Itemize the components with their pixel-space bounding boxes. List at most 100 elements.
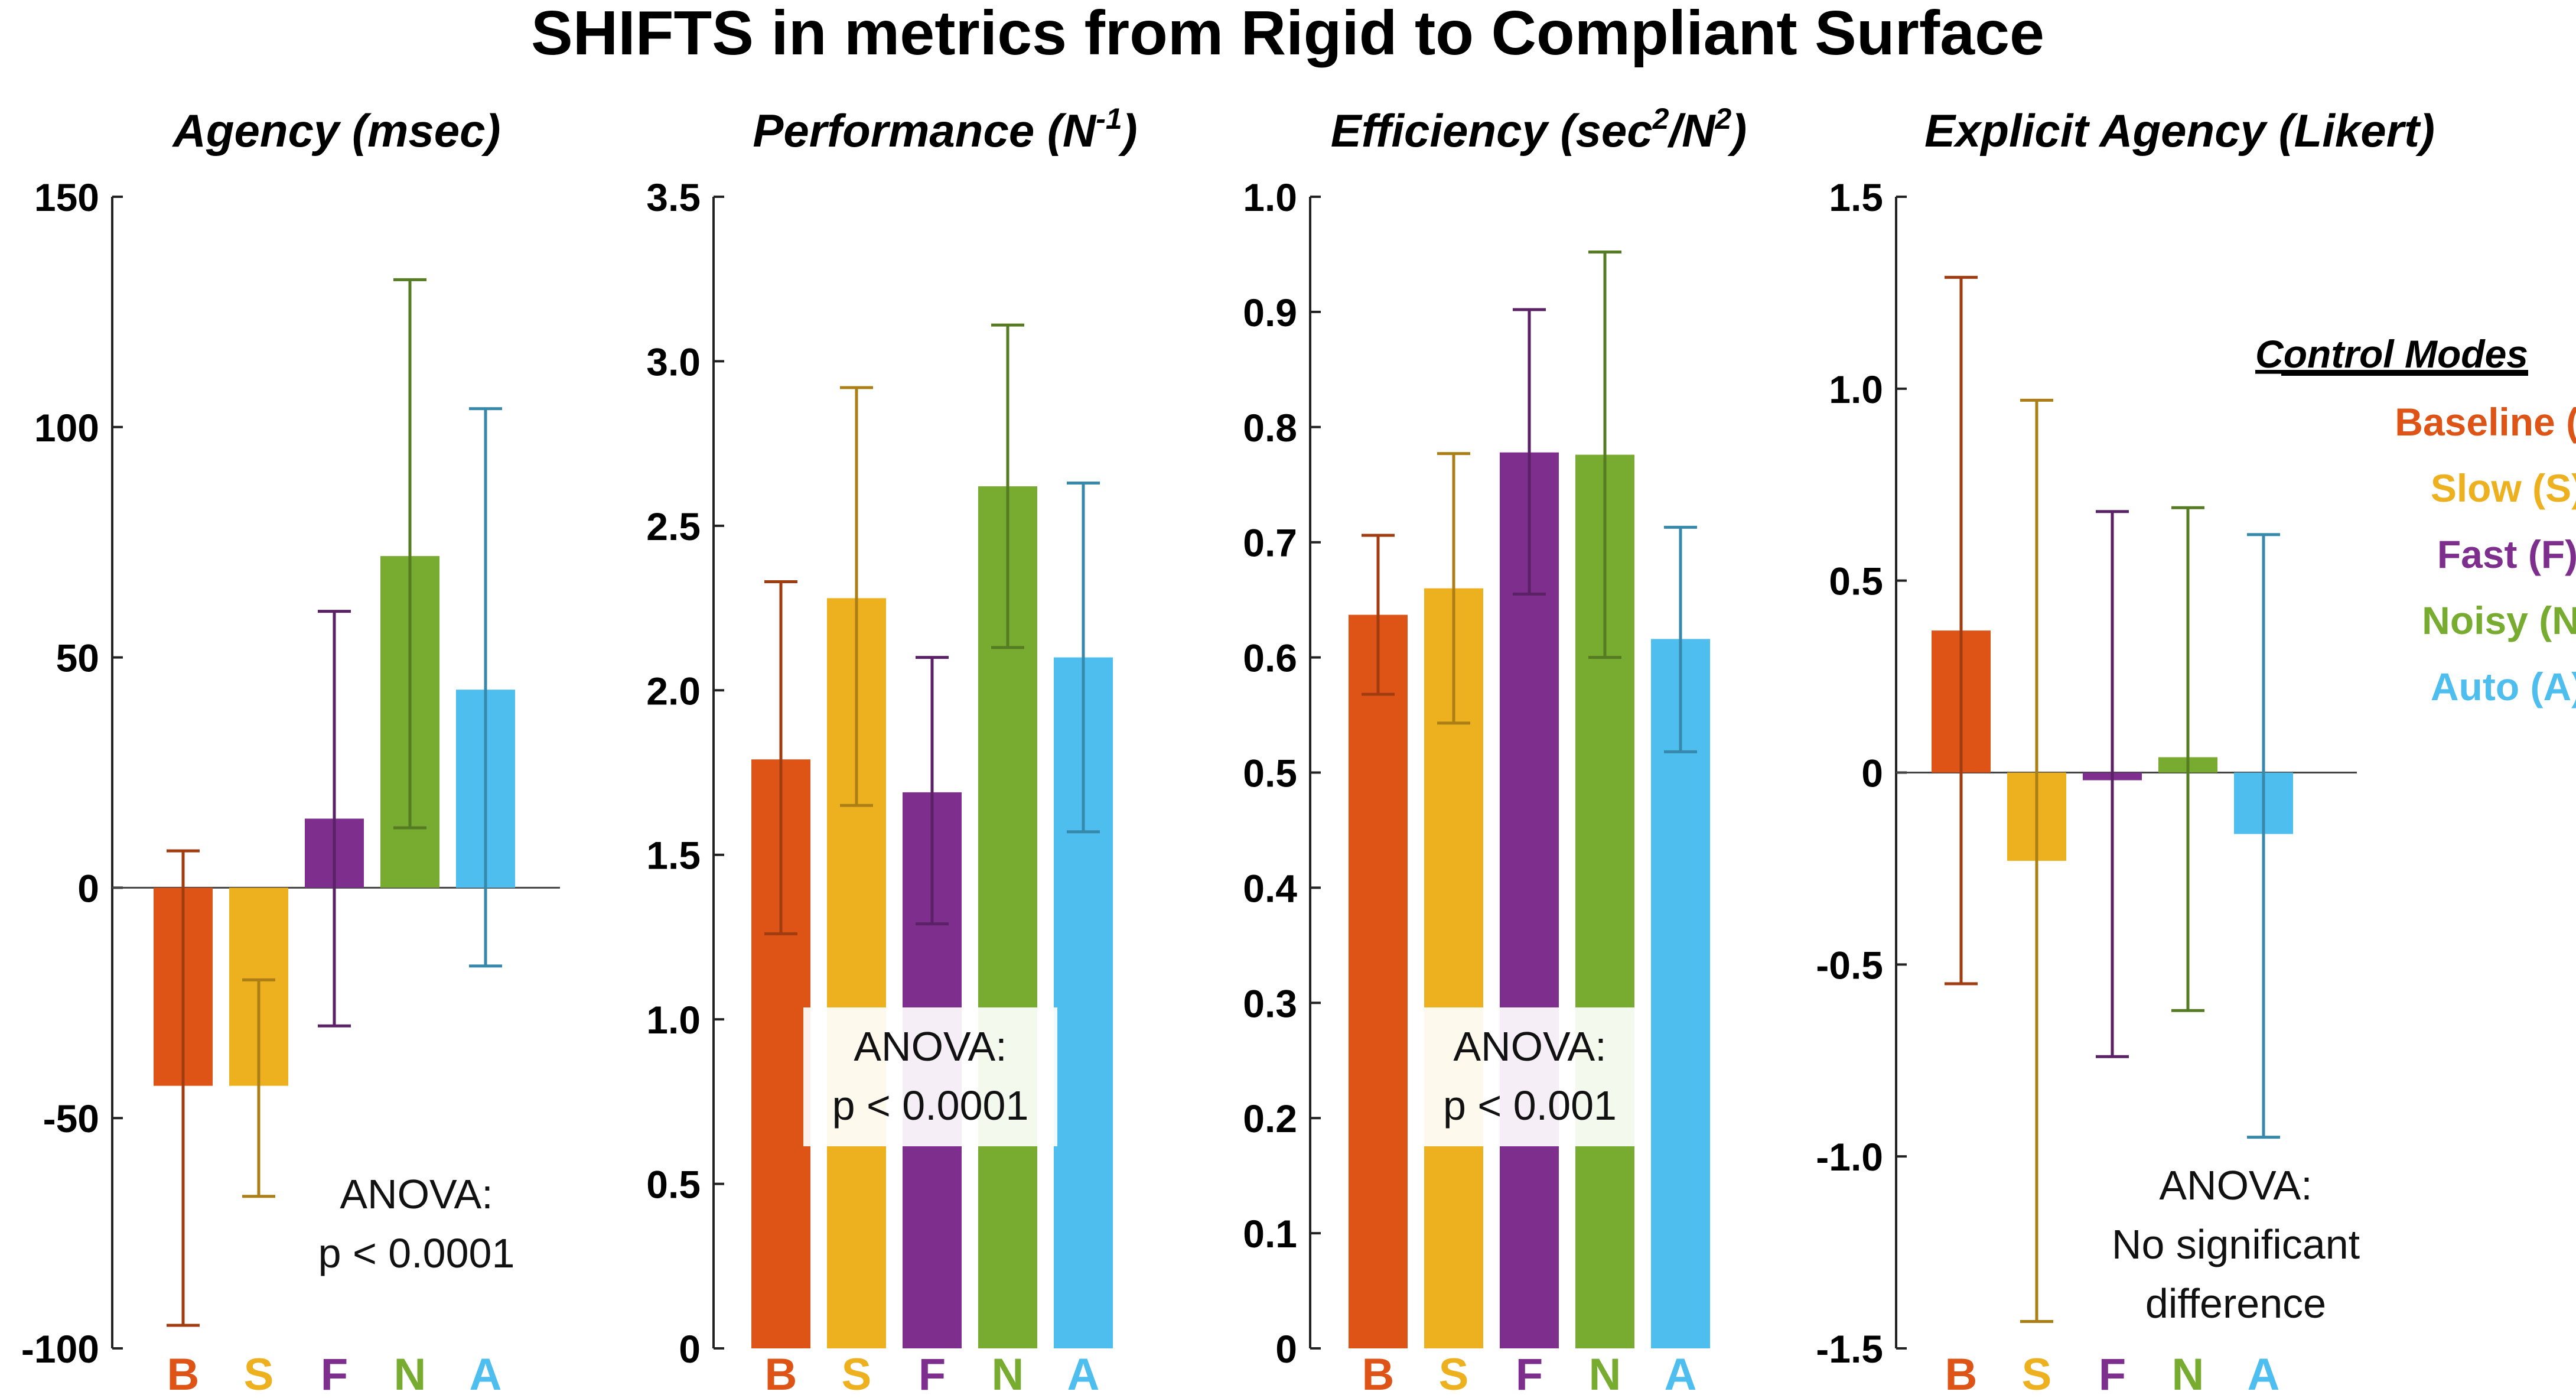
y-tick-label: 1.0 bbox=[1243, 175, 1297, 219]
anova-text: p < 0.0001 bbox=[318, 1230, 515, 1276]
y-tick-label: -0.5 bbox=[1816, 943, 1883, 987]
category-label-B: B bbox=[1362, 1350, 1395, 1398]
y-tick-label: 0.6 bbox=[1243, 636, 1297, 680]
y-tick-label: 50 bbox=[56, 636, 99, 680]
y-tick-label: 1.5 bbox=[646, 834, 701, 877]
error-bar-B bbox=[1362, 534, 1395, 696]
error-bar-B bbox=[764, 580, 797, 935]
chart-panel-3: Efficiency (sec2/N2) 0 0.1 0.2 0.3 0.4 0.5 0.6 0… bbox=[1243, 102, 1747, 1398]
y-tick-label: 0.2 bbox=[1243, 1097, 1297, 1140]
y-tick-label: 1.0 bbox=[646, 998, 701, 1042]
anova-box bbox=[1424, 1007, 1636, 1146]
y-tick-label: 1.0 bbox=[1829, 368, 1883, 411]
category-label-N: N bbox=[394, 1350, 426, 1398]
error-bar-A bbox=[469, 407, 502, 968]
bar-A bbox=[1651, 639, 1710, 1348]
chart-panel-2: Performance (N-1) 0 0.5 1.0 1.5 2.0 2.5 3.0 3.5 B… bbox=[646, 102, 1137, 1398]
error-bar-S bbox=[1437, 452, 1470, 725]
error-bar-A bbox=[1664, 525, 1697, 753]
legend: Control Modes Baseline (B) Slow (S) Fast (F… bbox=[2255, 332, 2576, 708]
error-bar-N bbox=[2171, 506, 2204, 1012]
y-tick-label: 2.5 bbox=[646, 505, 701, 548]
panel-title: Explicit Agency (Likert) bbox=[1924, 105, 2435, 157]
category-label-B: B bbox=[765, 1350, 797, 1398]
error-bar-S bbox=[840, 386, 873, 807]
y-tick-label: 0 bbox=[1275, 1327, 1297, 1371]
anova-box bbox=[803, 1007, 1057, 1146]
y-tick-label: 3.0 bbox=[646, 340, 701, 383]
category-label-S: S bbox=[2022, 1350, 2052, 1398]
category-label-N: N bbox=[992, 1350, 1024, 1398]
y-tick-label: 0.5 bbox=[1829, 560, 1883, 603]
category-label-A: A bbox=[1665, 1350, 1697, 1398]
category-label-F: F bbox=[321, 1350, 348, 1398]
error-bar-F bbox=[1513, 308, 1546, 596]
chart-panel-4: Explicit Agency (Likert) -1.5 -1.0 -0.5 0 0.5… bbox=[1816, 105, 2435, 1398]
y-tick-label: 0.1 bbox=[1243, 1212, 1297, 1256]
category-label-A: A bbox=[1067, 1350, 1100, 1398]
y-tick-label: 0.5 bbox=[646, 1163, 701, 1207]
category-label-A: A bbox=[470, 1350, 502, 1398]
y-tick-label: -50 bbox=[43, 1097, 99, 1140]
legend-item-S: Slow (S) bbox=[2431, 466, 2576, 510]
anova-text: p < 0.0001 bbox=[832, 1082, 1029, 1129]
y-tick-label: 0 bbox=[77, 866, 99, 910]
error-bar-A bbox=[2247, 533, 2280, 1139]
y-tick-label: -1.5 bbox=[1816, 1327, 1883, 1371]
y-tick-label: -1.0 bbox=[1816, 1135, 1883, 1179]
y-tick-label: 100 bbox=[34, 406, 99, 450]
bar-F bbox=[1500, 452, 1559, 1348]
y-tick-label: 2.0 bbox=[646, 669, 701, 713]
legend-item-F: Fast (F) bbox=[2437, 532, 2576, 576]
y-tick-label: 0 bbox=[1861, 752, 1883, 795]
y-tick-label: 0.4 bbox=[1243, 866, 1297, 910]
y-tick-label: 0 bbox=[679, 1327, 701, 1371]
legend-item-A: Auto (A) bbox=[2431, 665, 2576, 708]
figure-title: SHIFTS in metrics from Rigid to Complian… bbox=[531, 0, 2044, 68]
category-label-S: S bbox=[842, 1350, 872, 1398]
error-bar-N bbox=[1588, 251, 1621, 659]
error-bar-F bbox=[318, 610, 351, 1028]
category-label-A: A bbox=[2248, 1350, 2280, 1398]
anova-text: No significant bbox=[2112, 1221, 2360, 1267]
category-label-B: B bbox=[1945, 1350, 1978, 1398]
y-tick-label: -100 bbox=[21, 1327, 99, 1371]
y-tick-label: 0.8 bbox=[1243, 406, 1297, 450]
panel-title: Agency (msec) bbox=[172, 105, 501, 157]
category-label-S: S bbox=[1439, 1350, 1469, 1398]
error-bar-B bbox=[1945, 275, 1978, 986]
panel-title: Efficiency (sec2/N2) bbox=[1331, 102, 1747, 157]
category-label-N: N bbox=[1589, 1350, 1621, 1398]
error-bar-F bbox=[916, 656, 949, 926]
anova-text: difference bbox=[2145, 1280, 2326, 1327]
panel-title: Performance (N-1) bbox=[753, 102, 1137, 157]
category-label-F: F bbox=[919, 1350, 946, 1398]
legend-item-B: Baseline (B) bbox=[2395, 400, 2576, 444]
anova-text: ANOVA: bbox=[1453, 1023, 1606, 1069]
anova-text: ANOVA: bbox=[2159, 1162, 2312, 1208]
error-bar-F bbox=[2096, 510, 2129, 1058]
anova-text: p < 0.001 bbox=[1443, 1082, 1617, 1129]
anova-text: ANOVA: bbox=[854, 1023, 1007, 1069]
bar-B bbox=[1349, 615, 1408, 1348]
y-tick-label: 150 bbox=[34, 175, 99, 219]
y-tick-label: 1.5 bbox=[1829, 175, 1883, 219]
chart-panel-1: Agency (msec) -100 -50 0 50 100 150 B S F N A ANOVA:… bbox=[21, 105, 560, 1398]
y-tick-label: 0.9 bbox=[1243, 291, 1297, 334]
category-label-B: B bbox=[167, 1350, 200, 1398]
category-label-F: F bbox=[1516, 1350, 1543, 1398]
y-tick-label: 0.5 bbox=[1243, 752, 1297, 795]
error-bar-N bbox=[991, 323, 1024, 649]
anova-text: ANOVA: bbox=[340, 1171, 493, 1217]
y-tick-label: 0.7 bbox=[1243, 521, 1297, 565]
y-tick-label: 0.3 bbox=[1243, 981, 1297, 1025]
category-label-N: N bbox=[2172, 1350, 2204, 1398]
error-bar-N bbox=[393, 278, 426, 830]
error-bar-S bbox=[242, 978, 275, 1198]
y-tick-label: 3.5 bbox=[646, 175, 701, 219]
legend-title: Control Modes bbox=[2255, 332, 2528, 376]
legend-item-N: Noisy (N) bbox=[2422, 599, 2576, 642]
error-bar-B bbox=[167, 849, 200, 1327]
